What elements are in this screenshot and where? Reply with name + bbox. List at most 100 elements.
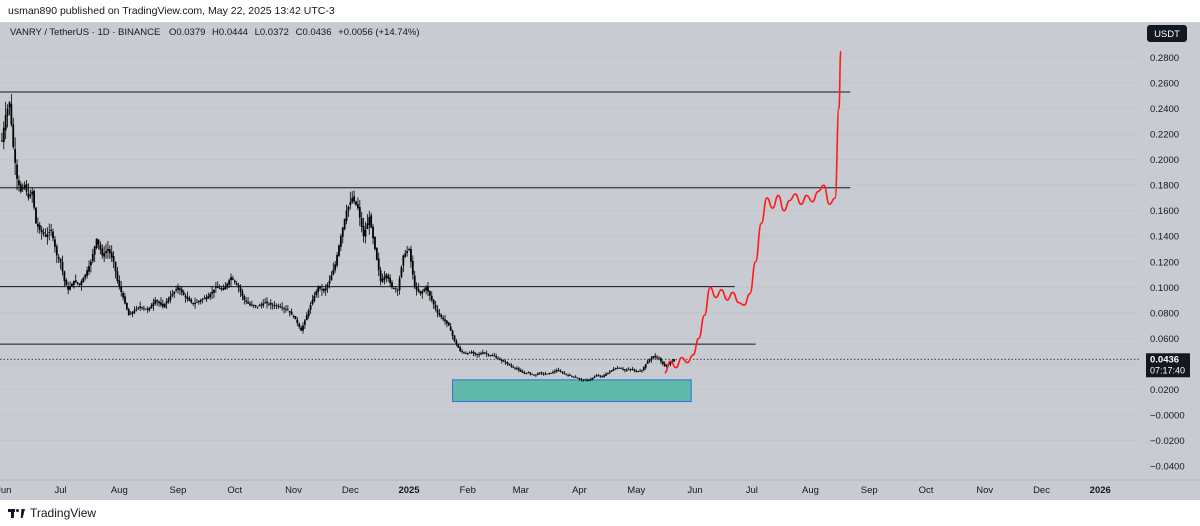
demand-zone-rect[interactable] (452, 379, 692, 403)
candle-body (639, 370, 641, 372)
y-tick-label: 0.1400 (1150, 232, 1179, 243)
candle-body (322, 289, 325, 292)
candle-body (408, 249, 410, 250)
candle-body (182, 292, 185, 295)
tradingview-logo-icon (8, 507, 26, 519)
candle-body (491, 355, 494, 356)
x-tick-label: Dec (342, 485, 359, 496)
candle-body (358, 207, 361, 218)
candle-body (423, 289, 426, 292)
x-tick-label: Aug (802, 485, 819, 496)
price-axis[interactable]: 0.30000.28000.26000.24000.22000.20000.18… (1140, 22, 1200, 500)
symbol-legend: VANRY / TetherUS · 1D · BINANCE O0.0379 … (10, 27, 419, 38)
candle-body (108, 249, 111, 254)
candle-body (317, 287, 320, 293)
current-price-value: 0.0436 (1150, 354, 1179, 365)
candle-body (360, 218, 363, 227)
candle-body (14, 149, 17, 163)
candle-body (21, 188, 24, 190)
candle-body (50, 229, 53, 232)
horizontal-levels[interactable] (0, 91, 851, 345)
candle-body (148, 307, 151, 310)
y-tick-label: 0.0200 (1150, 385, 1179, 396)
projection-layer[interactable] (664, 50, 842, 374)
candle-body (351, 197, 354, 203)
tradingview-label: TradingView (30, 506, 97, 520)
candle-body (665, 365, 668, 367)
candle-body (309, 305, 312, 310)
grid-layer (0, 31, 1140, 467)
candle-body (481, 352, 484, 354)
candle-body (152, 302, 155, 307)
x-tick-label: Jun (687, 485, 702, 496)
candle-body (78, 283, 81, 285)
candle-body (396, 289, 399, 291)
candle-body (197, 301, 200, 303)
candle-body (500, 359, 503, 361)
candle-body (63, 271, 66, 281)
candle-body (105, 251, 107, 254)
candle-body (387, 275, 390, 279)
candle-body (194, 302, 196, 305)
candle-body (553, 371, 556, 373)
candle-body (131, 311, 134, 314)
y-tick-label: −0.0400 (1150, 462, 1185, 473)
candle-body (76, 282, 79, 284)
demand-zone-layer[interactable] (452, 379, 692, 403)
candle-body (521, 371, 524, 373)
candle-body (659, 358, 662, 362)
candle-body (19, 184, 22, 192)
candle-body (139, 306, 142, 308)
candle-body (86, 270, 89, 276)
candle-body (135, 308, 138, 310)
candle-body (302, 325, 304, 331)
candle-body (398, 278, 401, 291)
y-tick-label: 0.1600 (1150, 206, 1179, 217)
candle-body (357, 204, 359, 209)
price-chart[interactable]: 0.30000.28000.26000.24000.22000.20000.18… (0, 22, 1200, 500)
candle-body (336, 254, 338, 266)
candle-body (112, 256, 115, 262)
candle-body (25, 183, 28, 192)
x-tick-label: Oct (919, 485, 934, 496)
candle-body (557, 369, 560, 372)
candle-body (179, 288, 181, 290)
candle-body (40, 229, 43, 232)
candle-body (410, 248, 412, 262)
x-tick-label: May (627, 485, 645, 496)
candle-body (343, 219, 346, 229)
candle-body (150, 305, 153, 309)
time-axis[interactable]: Jun Jul Aug Sep Oct Nov Dec 2025 Feb Mar Apr May Jun… (0, 479, 1200, 500)
candle-body (190, 299, 193, 303)
currency-badge[interactable] (1147, 25, 1187, 42)
candle-body (59, 258, 62, 262)
candle-body (451, 330, 454, 336)
candle-body (0, 140, 3, 142)
candle-body (286, 309, 289, 311)
candle-body (629, 368, 632, 370)
candle-body (326, 284, 329, 288)
candle-body (442, 317, 445, 320)
candle-body (146, 308, 149, 311)
candle-body (307, 310, 310, 317)
candle-body (91, 254, 94, 262)
candle-body (321, 289, 323, 290)
candle-body (516, 368, 518, 369)
candle-body (586, 380, 588, 381)
candle-body (71, 283, 73, 287)
x-tick-label: Jun (0, 485, 11, 496)
candle-body (595, 375, 598, 377)
projection-path[interactable] (664, 50, 842, 374)
candle-body (72, 280, 75, 286)
tradingview-logo[interactable]: TradingView (8, 506, 96, 520)
candle-body (453, 335, 456, 341)
candle-body (292, 315, 295, 317)
candle-body (186, 296, 189, 300)
candle-body (616, 368, 619, 369)
candle-body (652, 356, 655, 358)
chart-area[interactable]: 0.30000.28000.26000.24000.22000.20000.18… (0, 22, 1200, 500)
y-tick-label: 0.2400 (1150, 104, 1179, 115)
candle-body (319, 286, 321, 289)
y-tick-label: 0.0800 (1150, 308, 1179, 319)
candle-body (506, 362, 509, 364)
